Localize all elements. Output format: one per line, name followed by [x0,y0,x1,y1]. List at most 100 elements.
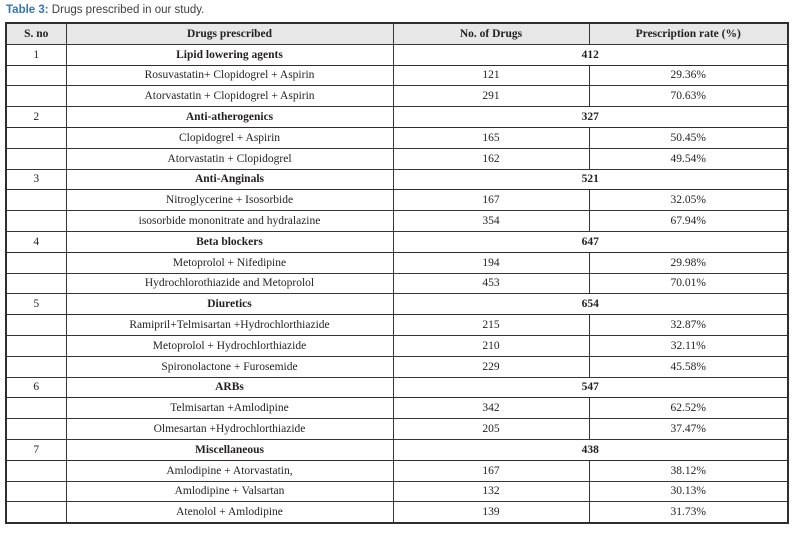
header-sno: S. no [5,22,67,45]
drug-rate: 70.01% [588,272,789,295]
drug-count: 354 [392,210,590,232]
drug-row: Clopidogrel + Aspirin 165 50.45% [5,126,789,149]
drug-rate: 29.36% [588,64,789,87]
drug-count: 121 [392,64,590,87]
drug-count: 167 [392,189,590,212]
category-row: 5 Diuretics 654 [5,293,789,316]
drug-row: Nitroglycerine + Isosorbide 167 32.05% [5,189,789,212]
drug-rate: 70.63% [588,85,789,108]
category-total: 412 [392,43,789,66]
drugs-prescribed-table: S. no Drugs prescribed No. of Drugs Pres… [5,22,789,525]
drug-rate: 31.73% [588,501,789,524]
drug-row: Atorvastatin + Clopidogrel + Aspirin 291 7… [5,85,789,108]
category-total: 654 [392,293,789,316]
category-sno: 6 [5,376,67,399]
drug-name: Metoprolol + Hydrochlorthiazide [65,334,394,357]
drug-sno-empty [5,480,67,503]
drug-sno-empty [5,126,67,149]
drug-count: 165 [392,126,590,149]
category-sno: 7 [5,438,67,461]
category-name: Beta blockers [65,230,394,253]
drug-sno-empty [5,501,67,524]
drug-sno-empty [5,85,67,108]
category-name: Anti-atherogenics [65,106,394,128]
table-caption-text: Drugs prescribed in our study. [48,4,205,16]
drug-name: Ramipril+Telmisartan +Hydrochlorthiazide [65,314,394,336]
drug-row: Rosuvastatin+ Clopidogrel + Aspirin 121 29… [5,64,789,87]
category-sno: 2 [5,106,67,128]
table-caption-label: Table 3: [6,4,49,16]
drug-row: Metoprolol + Hydrochlorthiazide 210 32.11% [5,334,789,357]
drug-name: Amlodipine + Valsartan [65,480,394,503]
drug-sno-empty [5,251,67,274]
drug-sno-empty [5,64,67,87]
category-total: 521 [392,168,789,191]
table-header-row: S. no Drugs prescribed No. of Drugs Pres… [5,22,789,45]
drug-sno-empty [5,418,67,440]
drug-row: isosorbide mononitrate and hydralazine 35… [5,210,789,232]
drug-name: Telmisartan +Amlodipine [65,397,394,420]
drug-name: Nitroglycerine + Isosorbide [65,189,394,212]
drug-name: Olmesartan +Hydrochlorthiazide [65,418,394,440]
drug-name: Amlodipine + Atorvastatin, [65,459,394,482]
drug-sno-empty [5,355,67,378]
category-sno: 1 [5,43,67,66]
drug-rate: 38.12% [588,459,789,482]
table-caption: Table 3: Drugs prescribed in our study. [5,2,787,19]
drug-row: Olmesartan +Hydrochlorthiazide 205 37.47% [5,418,789,440]
category-total: 438 [392,438,789,461]
category-name: ARBs [65,376,394,399]
drug-rate: 37.47% [588,418,789,440]
drug-rate: 32.11% [588,334,789,357]
drug-count: 291 [392,85,590,108]
drug-name: Atorvastatin + Clopidogrel + Aspirin [65,85,394,108]
drug-rate: 50.45% [588,126,789,149]
header-prescription-rate: Prescription rate (%) [588,22,789,45]
drug-rate: 49.54% [588,147,789,170]
category-total: 647 [392,230,789,253]
drug-count: 194 [392,251,590,274]
drug-row: Spironolactone + Furosemide 229 45.58% [5,355,789,378]
drug-row: Atorvastatin + Clopidogrel 162 49.54% [5,147,789,170]
drug-count: 132 [392,480,590,503]
drug-sno-empty [5,147,67,170]
category-row: 4 Beta blockers 647 [5,230,789,253]
drug-rate: 32.87% [588,314,789,336]
drug-count: 210 [392,334,590,357]
drug-count: 205 [392,418,590,440]
drug-sno-empty [5,334,67,357]
drug-rate: 29.98% [588,251,789,274]
drug-count: 342 [392,397,590,420]
drug-count: 215 [392,314,590,336]
category-name: Anti-Anginals [65,168,394,191]
category-row: 7 Miscellaneous 438 [5,438,789,461]
drug-row: Amlodipine + Atorvastatin, 167 38.12% [5,459,789,482]
drug-name: Atenolol + Amlodipine [65,501,394,524]
drug-row: Amlodipine + Valsartan 132 30.13% [5,480,789,503]
drug-count: 139 [392,501,590,524]
category-sno: 3 [5,168,67,191]
drug-sno-empty [5,272,67,295]
category-row: 6 ARBs 547 [5,376,789,399]
category-row: 1 Lipid lowering agents 412 [5,43,789,66]
category-name: Diuretics [65,293,394,316]
drug-name: Clopidogrel + Aspirin [65,126,394,149]
drug-count: 167 [392,459,590,482]
drug-sno-empty [5,459,67,482]
drug-count: 229 [392,355,590,378]
drug-name: Rosuvastatin+ Clopidogrel + Aspirin [65,64,394,87]
drug-sno-empty [5,397,67,420]
drug-sno-empty [5,210,67,232]
drug-row: Atenolol + Amlodipine 139 31.73% [5,501,789,524]
drug-name: isosorbide mononitrate and hydralazine [65,210,394,232]
category-total: 547 [392,376,789,399]
drug-row: Metoprolol + Nifedipine 194 29.98% [5,251,789,274]
category-row: 3 Anti-Anginals 521 [5,168,789,191]
drug-rate: 30.13% [588,480,789,503]
drug-row: Hydrochlorothiazide and Metoprolol 453 70.… [5,272,789,295]
drug-rate: 45.58% [588,355,789,378]
category-name: Miscellaneous [65,438,394,461]
drug-name: Atorvastatin + Clopidogrel [65,147,394,170]
category-name: Lipid lowering agents [65,43,394,66]
